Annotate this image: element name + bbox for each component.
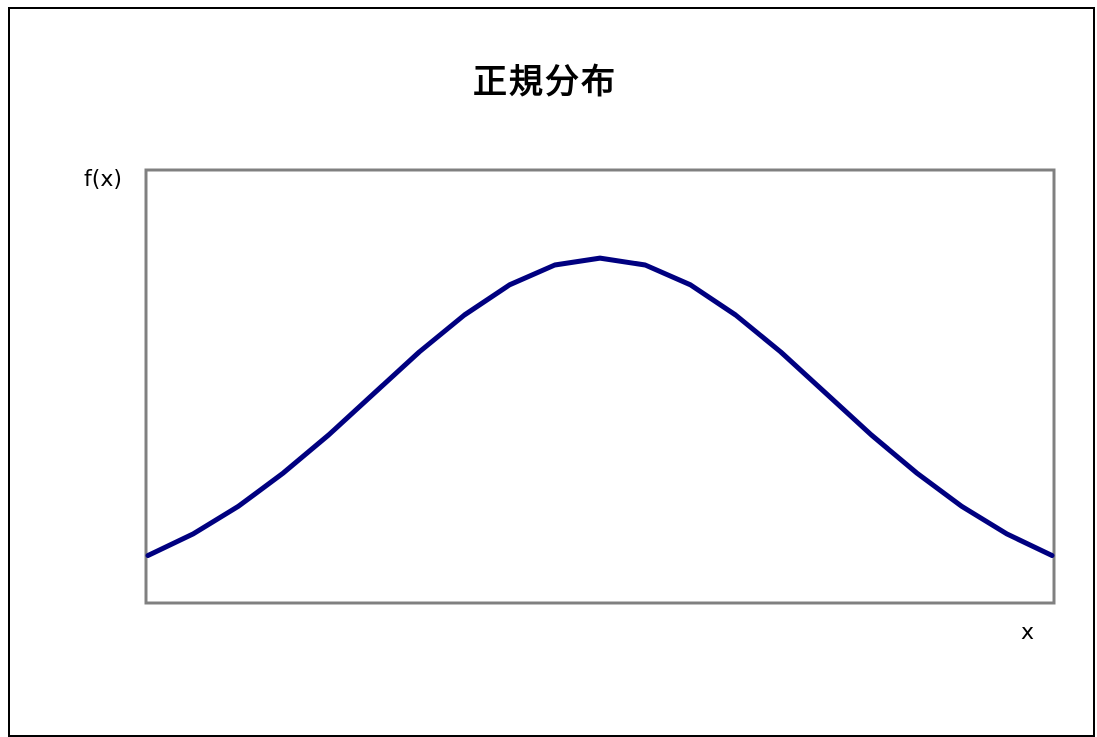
series-layer [145, 255, 1055, 558]
x-axis-label: x [1021, 620, 1035, 645]
series-line-0 [145, 255, 1055, 558]
y-axis-label: f(x) [84, 167, 122, 192]
plot-area [144, 168, 1056, 605]
chart-title: 正規分布 [473, 62, 617, 102]
